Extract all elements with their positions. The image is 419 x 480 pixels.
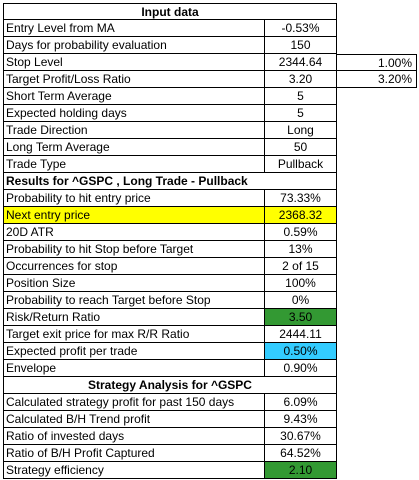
- occurrences-label[interactable]: Occurrences for stop: [3, 258, 265, 275]
- table-row: Short Term Average 5: [0, 88, 419, 105]
- stop-level-percent[interactable]: 1.00%: [337, 54, 417, 71]
- table-row: Trade Direction Long: [0, 122, 419, 139]
- risk-return-label[interactable]: Risk/Return Ratio: [3, 309, 265, 326]
- risk-return-value[interactable]: 3.50: [265, 309, 337, 326]
- table-row: Probability to hit entry price 73.33%: [0, 190, 419, 207]
- position-size-label[interactable]: Position Size: [3, 275, 265, 292]
- target-ratio-percent[interactable]: 3.20%: [337, 71, 417, 88]
- entry-level-label[interactable]: Entry Level from MA: [3, 20, 265, 37]
- envelope-label[interactable]: Envelope: [3, 360, 265, 377]
- table-row: Calculated strategy profit for past 150 …: [0, 394, 419, 411]
- table-row: Envelope 0.90%: [0, 360, 419, 377]
- atr-value[interactable]: 0.59%: [265, 224, 337, 241]
- trade-direction-label[interactable]: Trade Direction: [3, 122, 265, 139]
- table-row: Ratio of invested days 30.67%: [0, 428, 419, 445]
- strategy-efficiency-label[interactable]: Strategy efficiency: [3, 462, 265, 479]
- holding-days-value[interactable]: 5: [265, 105, 337, 122]
- table-row: 20D ATR 0.59%: [0, 224, 419, 241]
- target-exit-value[interactable]: 2444.11: [265, 326, 337, 343]
- prob-target-label[interactable]: Probability to reach Target before Stop: [3, 292, 265, 309]
- strategy-title[interactable]: Strategy Analysis for ^GSPC: [3, 377, 337, 394]
- strategy-efficiency-value[interactable]: 2.10: [265, 462, 337, 479]
- invested-days-label[interactable]: Ratio of invested days: [3, 428, 265, 445]
- table-row: Long Term Average 50: [0, 139, 419, 156]
- strategy-header-row: Strategy Analysis for ^GSPC: [0, 377, 419, 394]
- table-row: Trade Type Pullback: [0, 156, 419, 173]
- target-ratio-label[interactable]: Target Profit/Loss Ratio: [3, 71, 265, 88]
- trade-type-label[interactable]: Trade Type: [3, 156, 265, 173]
- long-term-average-label[interactable]: Long Term Average: [3, 139, 265, 156]
- bh-captured-label[interactable]: Ratio of B/H Profit Captured: [3, 445, 265, 462]
- table-row: Expected profit per trade 0.50%: [0, 343, 419, 360]
- short-term-average-value[interactable]: 5: [265, 88, 337, 105]
- entry-level-value[interactable]: -0.53%: [265, 20, 337, 37]
- prob-entry-label[interactable]: Probability to hit entry price: [3, 190, 265, 207]
- table-row: Next entry price 2368.32: [0, 207, 419, 224]
- table-row: Stop Level 2344.64 1.00%: [0, 54, 419, 71]
- stop-level-label[interactable]: Stop Level: [3, 54, 265, 71]
- envelope-value[interactable]: 0.90%: [265, 360, 337, 377]
- table-row: Risk/Return Ratio 3.50: [0, 309, 419, 326]
- input-data-header-row: Input data: [0, 3, 419, 20]
- days-evaluation-value[interactable]: 150: [265, 37, 337, 54]
- table-row: Position Size 100%: [0, 275, 419, 292]
- bh-captured-value[interactable]: 64.52%: [265, 445, 337, 462]
- prob-target-value[interactable]: 0%: [265, 292, 337, 309]
- table-row: Probability to hit Stop before Target 13…: [0, 241, 419, 258]
- input-data-title[interactable]: Input data: [3, 3, 337, 20]
- atr-label[interactable]: 20D ATR: [3, 224, 265, 241]
- short-term-average-label[interactable]: Short Term Average: [3, 88, 265, 105]
- bh-trend-value[interactable]: 9.43%: [265, 411, 337, 428]
- table-row: Ratio of B/H Profit Captured 64.52%: [0, 445, 419, 462]
- strategy-profit-label[interactable]: Calculated strategy profit for past 150 …: [3, 394, 265, 411]
- table-row: Calculated B/H Trend profit 9.43%: [0, 411, 419, 428]
- target-ratio-value[interactable]: 3.20: [265, 71, 337, 88]
- strategy-profit-value[interactable]: 6.09%: [265, 394, 337, 411]
- trade-direction-value[interactable]: Long: [265, 122, 337, 139]
- occurrences-value[interactable]: 2 of 15: [265, 258, 337, 275]
- bh-trend-label[interactable]: Calculated B/H Trend profit: [3, 411, 265, 428]
- prob-stop-label[interactable]: Probability to hit Stop before Target: [3, 241, 265, 258]
- prob-stop-value[interactable]: 13%: [265, 241, 337, 258]
- trade-type-value[interactable]: Pullback: [265, 156, 337, 173]
- target-exit-label[interactable]: Target exit price for max R/R Ratio: [3, 326, 265, 343]
- table-row: Occurrences for stop 2 of 15: [0, 258, 419, 275]
- table-row: Target Profit/Loss Ratio 3.20 3.20%: [0, 71, 419, 88]
- table-row: Days for probability evaluation 150: [0, 37, 419, 54]
- table-row: Strategy efficiency 2.10: [0, 462, 419, 479]
- expected-profit-label[interactable]: Expected profit per trade: [3, 343, 265, 360]
- table-row: Expected holding days 5: [0, 105, 419, 122]
- results-header-row: Results for ^GSPC , Long Trade - Pullbac…: [0, 173, 419, 190]
- table-row: Probability to reach Target before Stop …: [0, 292, 419, 309]
- days-evaluation-label[interactable]: Days for probability evaluation: [3, 37, 265, 54]
- holding-days-label[interactable]: Expected holding days: [3, 105, 265, 122]
- expected-profit-value[interactable]: 0.50%: [265, 343, 337, 360]
- long-term-average-value[interactable]: 50: [265, 139, 337, 156]
- next-entry-price-value[interactable]: 2368.32: [265, 207, 337, 224]
- results-title[interactable]: Results for ^GSPC , Long Trade - Pullbac…: [3, 173, 337, 190]
- invested-days-value[interactable]: 30.67%: [265, 428, 337, 445]
- table-row: Entry Level from MA -0.53%: [0, 20, 419, 37]
- prob-entry-value[interactable]: 73.33%: [265, 190, 337, 207]
- position-size-value[interactable]: 100%: [265, 275, 337, 292]
- next-entry-price-label[interactable]: Next entry price: [3, 207, 265, 224]
- table-row: Target exit price for max R/R Ratio 2444…: [0, 326, 419, 343]
- stop-level-value[interactable]: 2344.64: [265, 54, 337, 71]
